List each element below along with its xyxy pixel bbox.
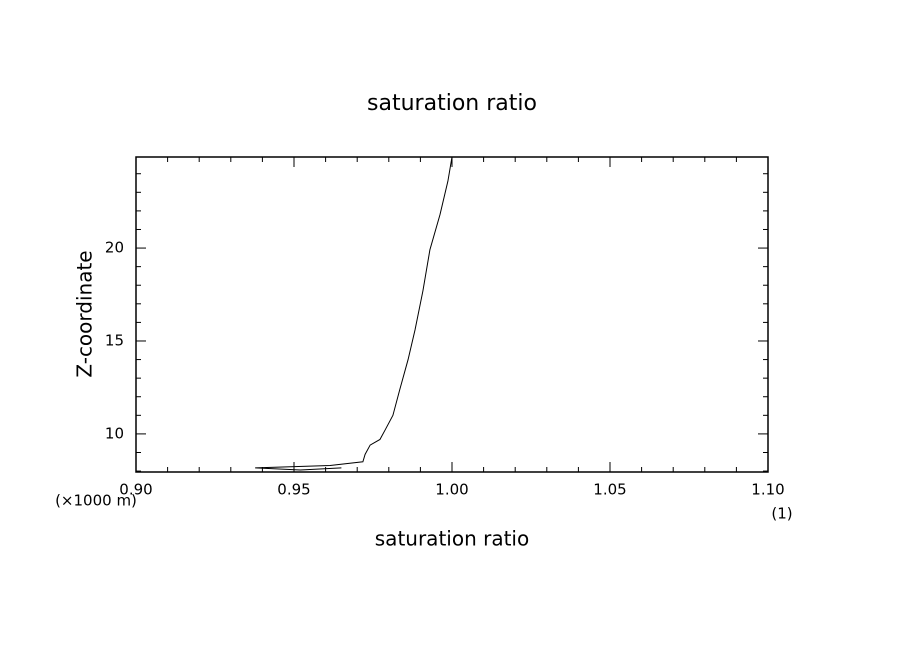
y-tick-label: 15 (105, 331, 124, 349)
x-tick-label: 1.05 (593, 481, 626, 499)
y-axis-label: Z-coordinate (73, 250, 97, 377)
x-unit: (1) (771, 505, 792, 523)
chart-title: saturation ratio (367, 91, 537, 116)
x-tick-label: 1.10 (751, 481, 784, 499)
x-tick-label: 0.90 (119, 481, 152, 499)
y-tick-label: 10 (105, 424, 124, 442)
y-unit: (×1000 m) (55, 492, 137, 510)
data-line (255, 156, 453, 471)
y-tick-label: 20 (105, 239, 124, 257)
x-tick-label: 0.95 (277, 481, 310, 499)
x-axis-label: saturation ratio (375, 527, 529, 551)
x-tick-label: 1.00 (435, 481, 468, 499)
